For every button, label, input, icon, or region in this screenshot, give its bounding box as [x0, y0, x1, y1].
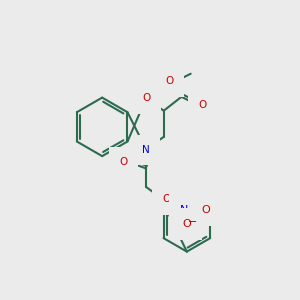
- Text: −: −: [188, 217, 198, 227]
- Text: N: N: [180, 205, 189, 215]
- Text: N: N: [142, 145, 150, 155]
- Text: O: O: [120, 157, 128, 167]
- Text: O: O: [182, 219, 191, 229]
- Text: O: O: [166, 76, 174, 86]
- Text: O: O: [143, 93, 151, 103]
- Text: +: +: [188, 202, 195, 211]
- Text: O: O: [201, 205, 210, 215]
- Text: O: O: [198, 100, 206, 110]
- Text: O: O: [162, 194, 170, 204]
